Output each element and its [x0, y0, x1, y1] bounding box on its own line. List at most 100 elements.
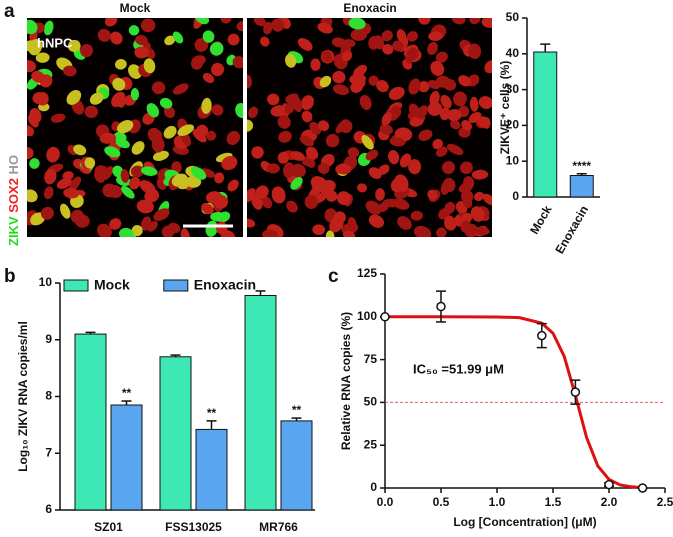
bar [569, 175, 594, 198]
cell [418, 18, 431, 25]
cell [67, 39, 81, 53]
cell [301, 95, 314, 111]
y-tick-label: 0 [370, 480, 377, 494]
cell [227, 33, 240, 46]
y-tick-label: 30 [506, 82, 520, 96]
cell [140, 166, 158, 176]
cell [31, 70, 45, 83]
legend-label: Enoxacin [194, 277, 256, 293]
cell [102, 166, 114, 180]
legend-swatch [63, 279, 89, 292]
legend-swatch [163, 279, 189, 292]
cell [304, 194, 319, 210]
cell [427, 80, 441, 90]
cell [148, 129, 163, 141]
cell [270, 105, 288, 117]
cell [251, 146, 264, 159]
cell [368, 214, 385, 228]
cell [336, 191, 351, 206]
cell [194, 18, 210, 25]
cell [173, 83, 189, 95]
y-axis-label: Log₁₀ ZIKV RNA copies/ml [16, 321, 30, 472]
stain-name: HO [6, 155, 21, 175]
cell [56, 177, 72, 189]
cell [373, 35, 385, 50]
cell [40, 206, 54, 220]
point [436, 301, 446, 312]
cell [458, 182, 473, 193]
cell [29, 108, 42, 124]
cell [202, 72, 215, 84]
cell [266, 163, 280, 174]
y-tick-label: 25 [364, 437, 378, 451]
x-tick-label: 1.5 [545, 495, 562, 509]
cell [284, 102, 295, 114]
y-tick-label: 8 [45, 389, 52, 403]
cell [151, 81, 166, 95]
cell [130, 165, 144, 178]
cell [220, 18, 232, 24]
cell [131, 141, 145, 155]
stain-name: ZIKV [6, 216, 21, 246]
panel-letter: c [328, 266, 339, 287]
cell [277, 151, 290, 164]
bar [74, 333, 107, 511]
y-tick-label: 75 [364, 352, 378, 366]
cell [318, 120, 330, 132]
cell [102, 183, 117, 198]
y-tick-label: 20 [506, 118, 520, 132]
cell [325, 190, 338, 202]
cell [143, 58, 156, 74]
cell [365, 149, 379, 161]
cell [446, 143, 464, 156]
bar [244, 294, 277, 511]
cell [453, 91, 467, 107]
cell [451, 18, 466, 25]
cell [128, 25, 140, 36]
cell [84, 105, 99, 119]
cell [283, 162, 295, 179]
cell [331, 37, 347, 48]
point [604, 479, 614, 490]
cell [368, 167, 382, 179]
point [380, 312, 390, 322]
cell [468, 43, 482, 59]
cell [171, 173, 188, 187]
cell [35, 52, 50, 63]
cell [177, 124, 195, 136]
bar [533, 51, 558, 198]
cell [477, 116, 489, 128]
cell [427, 41, 438, 55]
x-tick-label: 1.0 [489, 495, 506, 509]
cell [473, 226, 490, 236]
cell [408, 78, 421, 95]
cell [427, 102, 443, 116]
cell [406, 31, 419, 42]
x-tick-label: 2.5 [657, 495, 673, 509]
cell [110, 31, 123, 45]
cell [461, 119, 472, 131]
bar [280, 420, 313, 511]
cell [408, 159, 422, 175]
cell [104, 18, 118, 27]
cell [382, 198, 401, 208]
cell [144, 189, 160, 203]
y-tick-label: 10 [506, 153, 520, 167]
cell [357, 183, 368, 193]
cell [69, 176, 82, 191]
cell [96, 223, 112, 237]
cell [325, 133, 340, 148]
cell [286, 200, 298, 213]
cell [325, 230, 335, 237]
cell [444, 201, 456, 214]
cell [164, 35, 176, 46]
cell [305, 146, 319, 160]
cell [44, 168, 57, 185]
y-tick-label: 50 [364, 395, 378, 409]
cell [413, 225, 432, 237]
cell [255, 185, 269, 199]
cell [350, 81, 363, 93]
cell [381, 30, 393, 42]
stain-name: SOX2 [6, 178, 21, 213]
cell [416, 105, 428, 120]
